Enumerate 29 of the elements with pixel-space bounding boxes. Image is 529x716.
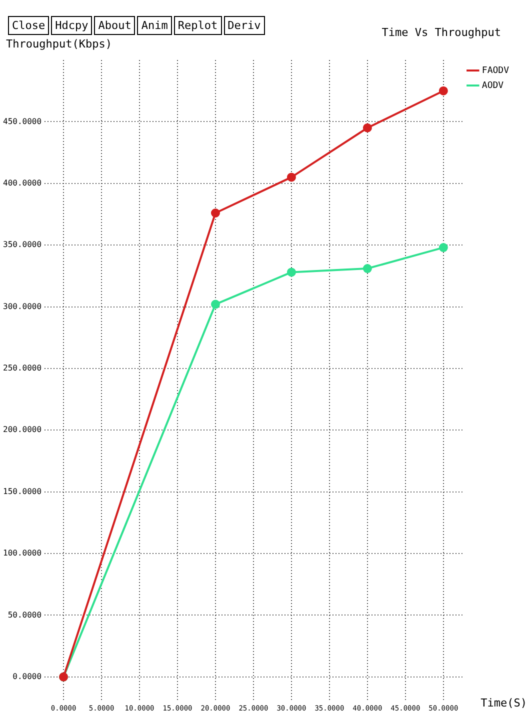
y-tick-label: 150.0000	[3, 486, 42, 496]
y-tick-label: 250.0000	[3, 364, 42, 373]
y-axis-title: Throughput(Kbps)	[6, 37, 112, 50]
legend-label: FAODV	[482, 66, 510, 76]
chart-title: Time Vs Throughput	[382, 26, 501, 39]
point	[210, 300, 220, 309]
point	[362, 264, 372, 274]
text: Close	[8, 16, 50, 35]
y-tick-label: 350.0000	[3, 240, 42, 250]
point	[210, 208, 220, 218]
point	[438, 243, 448, 252]
text: Replot	[174, 16, 222, 35]
y-tick-label: 100.0000	[3, 548, 42, 558]
y-tick-label: 400.0000	[3, 178, 42, 188]
y-tick-label: 0.0000	[12, 672, 42, 681]
y-tick-label: 300.0000	[3, 302, 42, 311]
text: Deriv	[224, 16, 265, 35]
point	[286, 172, 296, 182]
point	[438, 86, 448, 96]
text: Hdcpy	[51, 16, 92, 35]
legend-label: AODV	[482, 80, 504, 91]
text: Anim	[137, 16, 172, 35]
x-axis-title: Time(S)	[480, 696, 527, 710]
y-tick-label: 450.0000	[3, 116, 42, 126]
y-tick-label: 50.0000	[8, 610, 42, 620]
point	[362, 123, 372, 132]
y-tick-label: 200.0000	[3, 425, 42, 434]
point	[286, 268, 296, 277]
text: About	[94, 16, 136, 35]
